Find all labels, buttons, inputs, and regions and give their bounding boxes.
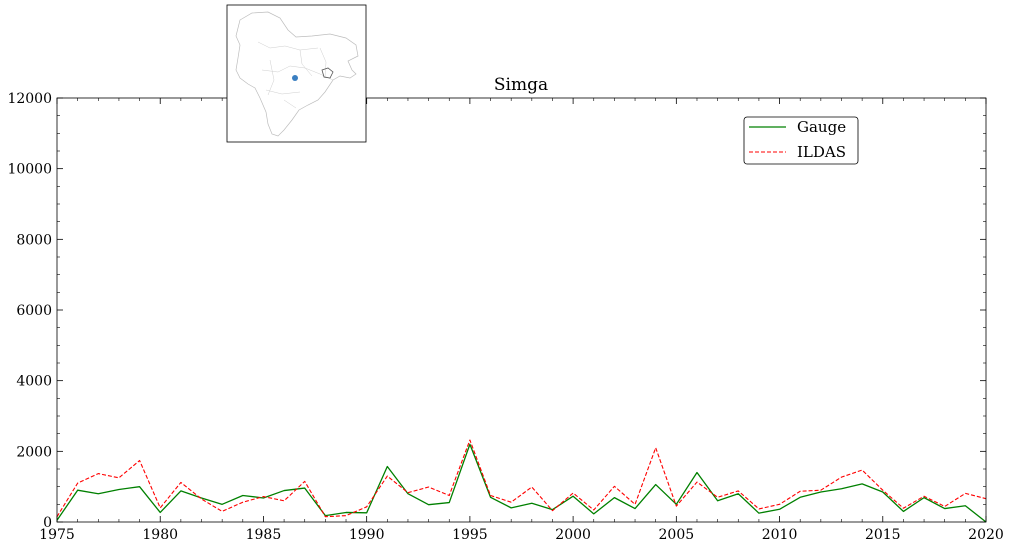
- inset-map: [226, 4, 367, 143]
- plot-frame: [56, 97, 987, 523]
- x-tick-label: 2010: [762, 527, 798, 543]
- x-tick-label: 2005: [659, 527, 695, 543]
- basin-outline: [321, 67, 334, 79]
- x-tick-label: 1990: [349, 527, 385, 543]
- legend-label-gauge: Gauge: [797, 118, 846, 136]
- inner-borders: [257, 41, 334, 109]
- y-tick-label: 0: [43, 515, 52, 531]
- chart-title: Simga: [494, 75, 548, 95]
- x-tick-label: 1995: [452, 527, 488, 543]
- subcontinent-outline: [235, 11, 359, 137]
- y-tick-label: 8000: [16, 232, 52, 248]
- x-tick-label: 1985: [246, 527, 282, 543]
- series-line-ildas: [56, 439, 987, 518]
- site-marker: [292, 75, 298, 81]
- y-tick-label: 10000: [7, 162, 52, 178]
- plot-background: [57, 98, 986, 522]
- series-line-gauge: [56, 443, 987, 523]
- inset-frame: [226, 4, 367, 143]
- series-layer: [56, 439, 987, 523]
- x-tick-label: 2015: [865, 527, 901, 543]
- y-tick-label: 2000: [16, 444, 52, 460]
- y-tick-labels: 0 2000 4000 6000 8000 10000 12000: [7, 91, 52, 531]
- x-tick-labels: 1975 1980 1985 1990 1995 2000 2005 2010 2015 2020: [39, 527, 1004, 543]
- x-tick-label: 1980: [142, 527, 178, 543]
- legend-box: [743, 116, 859, 165]
- legend-label-ildas: ILDAS: [797, 143, 846, 161]
- x-tick-label: 2000: [555, 527, 591, 543]
- y-tick-label: 12000: [7, 91, 52, 107]
- y-tick-label: 4000: [16, 374, 52, 390]
- x-tick-label: 1975: [39, 527, 75, 543]
- y-tick-label: 6000: [16, 303, 52, 319]
- legend: Gauge ILDAS: [743, 116, 859, 165]
- x-tick-label: 2020: [968, 527, 1004, 543]
